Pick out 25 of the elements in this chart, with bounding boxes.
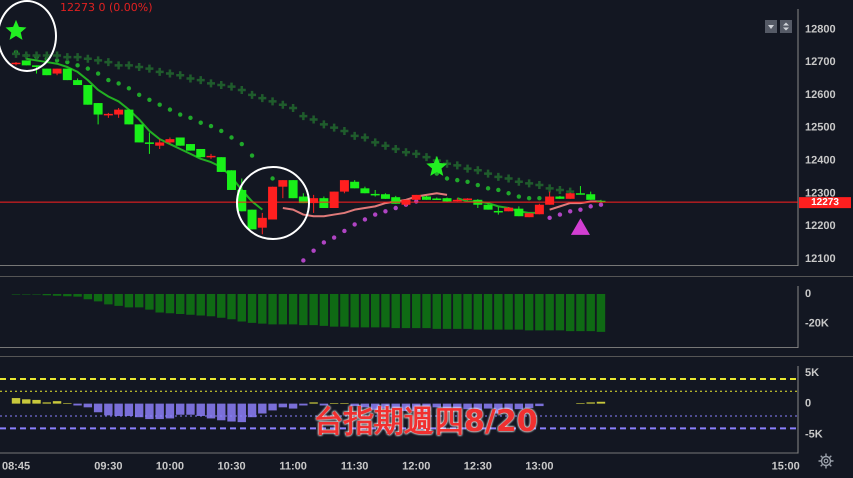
x-tick-label: 12:00 bbox=[402, 460, 430, 473]
y-tick-label: 12700 bbox=[805, 56, 836, 68]
x-tick-label: 15:00 bbox=[772, 460, 800, 473]
y-tick-label: -5K bbox=[805, 428, 823, 441]
y-tick-label: 12400 bbox=[805, 154, 836, 166]
x-tick-label: 12:30 bbox=[464, 460, 492, 473]
ref-line-label: 12273 bbox=[811, 196, 840, 208]
annotation: 12273 0 (0.00%) bbox=[60, 1, 153, 14]
y-tick-label: 0 bbox=[805, 398, 812, 410]
x-tick-label: 09:30 bbox=[94, 460, 122, 473]
y-tick-label: 12600 bbox=[805, 88, 836, 101]
x-tick-label: 10:00 bbox=[156, 460, 184, 473]
y-tick-label: 12500 bbox=[805, 122, 836, 134]
y-tick-label: -20K bbox=[805, 318, 829, 330]
y-tick-label: 12200 bbox=[805, 220, 836, 232]
x-tick-label: 10:30 bbox=[217, 460, 246, 473]
y-tick-label: 12800 bbox=[805, 23, 836, 36]
y-tick-label: 5K bbox=[805, 366, 820, 379]
x-tick-label: 13:00 bbox=[525, 460, 554, 473]
y-tick-label: 0 bbox=[805, 288, 812, 300]
y-tick-label: 12300 bbox=[805, 187, 836, 200]
x-tick-label: 11:30 bbox=[340, 460, 368, 473]
x-tick-label: 11:00 bbox=[279, 460, 307, 473]
x-tick-label: 08:45 bbox=[2, 460, 30, 473]
y-tick-label: 12100 bbox=[805, 252, 836, 265]
